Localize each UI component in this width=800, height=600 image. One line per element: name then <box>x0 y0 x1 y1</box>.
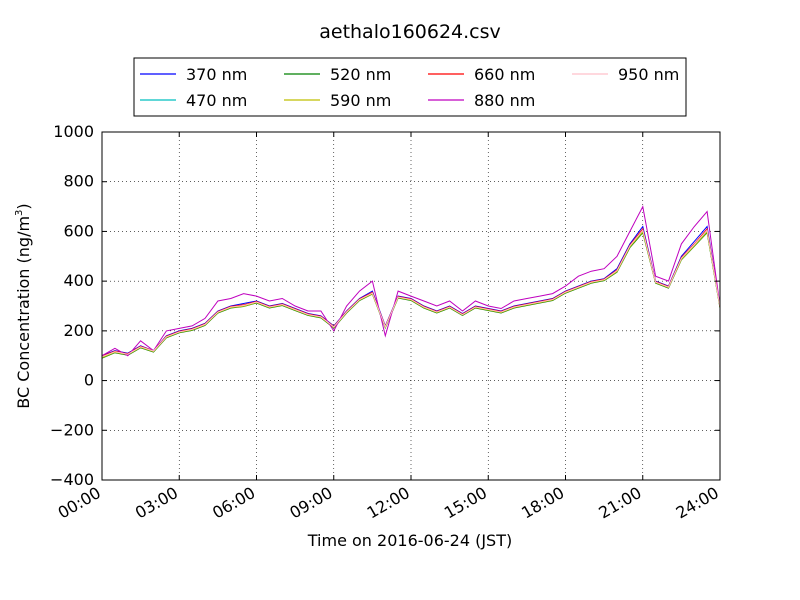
y-tick-label: −200 <box>50 420 94 439</box>
legend-label: 520 nm <box>330 65 391 84</box>
x-tick-label: 03:00 <box>132 483 181 523</box>
chart-title: aethalo160624.csv <box>319 21 501 43</box>
legend-frame <box>133 57 687 117</box>
y-tick-label: 0 <box>84 371 94 390</box>
y-axis-label-main: BC Concentration (ng/m <box>14 216 33 409</box>
x-tick-label: 15:00 <box>441 483 490 523</box>
series-lines <box>101 205 721 359</box>
y-tick-label: −400 <box>50 470 94 489</box>
x-tick-labels: 00:00 03:00 06:00 09:00 12:00 15:00 18:00 21:00… <box>55 483 722 523</box>
y-tick-label: 1000 <box>53 122 94 141</box>
y-tick-labels: −400 −200 0 200 400 600 800 1000 <box>50 122 94 489</box>
series-line <box>101 205 721 357</box>
legend-label: 370 nm <box>186 65 247 84</box>
legend-label: 660 nm <box>474 65 535 84</box>
axis-ticks <box>101 131 721 481</box>
legend-label: 590 nm <box>330 91 391 110</box>
grid <box>102 132 720 480</box>
y-tick-label: 200 <box>63 321 94 340</box>
x-axis-label: Time on 2016-06-24 (JST) <box>307 531 512 550</box>
x-tick-label: 06:00 <box>209 483 258 523</box>
y-tick-label: 800 <box>63 172 94 191</box>
x-tick-label: 21:00 <box>595 483 644 523</box>
x-tick-label: 24:00 <box>673 483 722 523</box>
x-tick-label: 18:00 <box>518 483 567 523</box>
y-axis-label-tail: ) <box>14 203 33 209</box>
legend-label: 880 nm <box>474 91 535 110</box>
legend: 370 nm 470 nm 520 nm 590 nm 660 nm 880 nm 950 … <box>133 57 687 117</box>
x-tick-label: 12:00 <box>364 483 413 523</box>
legend-label: 950 nm <box>618 65 679 84</box>
y-axis-label: BC Concentration (ng/m3) <box>14 203 33 408</box>
x-tick-label: 09:00 <box>286 483 335 523</box>
series-line <box>101 229 721 358</box>
y-tick-label: 600 <box>63 221 94 240</box>
y-axis-label-sup: 3 <box>14 210 25 216</box>
y-tick-label: 400 <box>63 271 94 290</box>
legend-label: 470 nm <box>186 91 247 110</box>
